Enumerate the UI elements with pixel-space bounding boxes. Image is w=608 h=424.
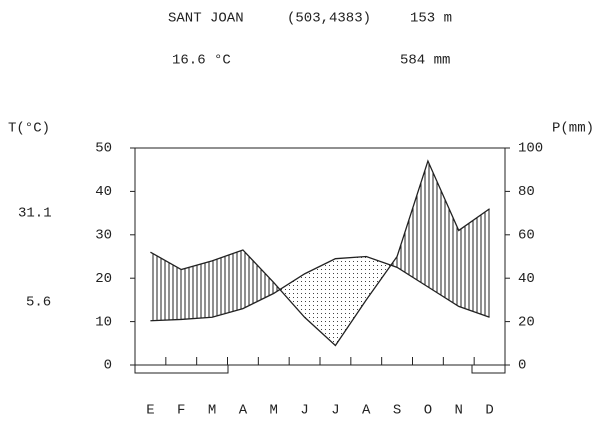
- y2-tick-label: 40: [518, 271, 535, 287]
- mean-temperature: 16.6 °C: [172, 53, 231, 69]
- x-tick-label: D: [485, 403, 493, 419]
- y-tick-label: 20: [95, 271, 112, 287]
- y-tick-label: 10: [95, 314, 112, 330]
- y2-tick-label: 60: [518, 228, 535, 244]
- coordinates: (503,4383): [287, 11, 371, 27]
- annual-precipitation: 584 mm: [400, 53, 450, 69]
- x-tick-label: J: [300, 403, 308, 419]
- x-tick-label: N: [455, 403, 463, 419]
- x-tick-label: F: [177, 403, 185, 419]
- annotation: 5.6: [26, 295, 51, 311]
- y2-tick-label: 20: [518, 314, 535, 330]
- altitude: 153 m: [410, 11, 452, 27]
- y2-axis-label: P(mm): [552, 121, 594, 137]
- y-tick-label: 0: [104, 358, 112, 374]
- x-tick-label: M: [208, 403, 216, 419]
- x-tick-label: M: [270, 403, 278, 419]
- frost-bar: [134, 364, 229, 374]
- y2-tick-label: 100: [518, 141, 543, 157]
- x-tick-label: S: [393, 403, 401, 419]
- x-tick-label: A: [362, 403, 371, 419]
- temperature-line: [150, 255, 490, 322]
- annotation: 31.1: [18, 206, 52, 222]
- x-tick-label: E: [146, 403, 154, 419]
- y-axis-label: T(°C): [8, 121, 50, 137]
- y-tick-label: 30: [95, 228, 112, 244]
- humid-area: [150, 161, 490, 321]
- y2-tick-label: 0: [518, 358, 526, 374]
- y2-tick-label: 80: [518, 184, 535, 200]
- station: SANT JOAN: [168, 11, 244, 27]
- precipitation-line: [150, 159, 490, 347]
- x-tick-label: O: [424, 403, 432, 419]
- x-tick-label: A: [239, 403, 248, 419]
- x-tick-label: J: [331, 403, 339, 419]
- y-tick-label: 50: [95, 141, 112, 157]
- y-tick-label: 40: [95, 184, 112, 200]
- frost-bar: [471, 364, 506, 374]
